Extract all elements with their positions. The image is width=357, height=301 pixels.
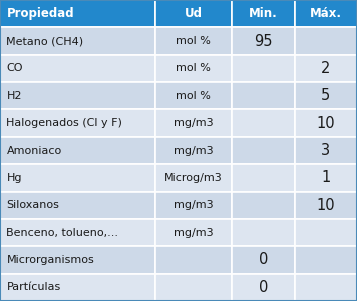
Bar: [232, 246, 295, 274]
Text: 0: 0: [258, 280, 268, 295]
Text: 3: 3: [321, 143, 330, 158]
Bar: [0, 219, 155, 246]
Text: Partículas: Partículas: [6, 282, 61, 292]
Bar: [232, 191, 295, 219]
Text: mol %: mol %: [176, 36, 211, 46]
Bar: [295, 137, 357, 164]
Bar: [155, 191, 232, 219]
Bar: [155, 274, 232, 301]
Bar: [0, 0, 155, 27]
Bar: [295, 246, 357, 274]
Text: mol %: mol %: [176, 91, 211, 101]
Bar: [155, 246, 232, 274]
Text: 1: 1: [321, 170, 330, 185]
Bar: [295, 219, 357, 246]
Text: Propiedad: Propiedad: [6, 7, 74, 20]
Bar: [232, 164, 295, 191]
Text: mg/m3: mg/m3: [174, 145, 213, 156]
Bar: [155, 110, 232, 137]
Text: Máx.: Máx.: [310, 7, 342, 20]
Bar: [295, 274, 357, 301]
Text: Ud: Ud: [185, 7, 203, 20]
Text: 5: 5: [321, 88, 330, 103]
Bar: [155, 219, 232, 246]
Bar: [232, 27, 295, 55]
Bar: [232, 219, 295, 246]
Bar: [295, 55, 357, 82]
Bar: [295, 27, 357, 55]
Text: Min.: Min.: [249, 7, 278, 20]
Bar: [155, 0, 232, 27]
Bar: [232, 110, 295, 137]
Text: Halogenados (Cl y F): Halogenados (Cl y F): [6, 118, 122, 128]
Bar: [232, 274, 295, 301]
Bar: [155, 27, 232, 55]
Bar: [0, 110, 155, 137]
Text: 10: 10: [316, 198, 335, 213]
Bar: [295, 164, 357, 191]
Text: mol %: mol %: [176, 64, 211, 73]
Bar: [155, 82, 232, 110]
Bar: [0, 137, 155, 164]
Bar: [0, 246, 155, 274]
Text: CO: CO: [6, 64, 23, 73]
Text: Microrganismos: Microrganismos: [6, 255, 94, 265]
Text: Benceno, tolueno,...: Benceno, tolueno,...: [6, 228, 119, 237]
Text: Metano (CH4): Metano (CH4): [6, 36, 84, 46]
Bar: [0, 191, 155, 219]
Bar: [0, 164, 155, 191]
Bar: [0, 27, 155, 55]
Bar: [0, 55, 155, 82]
Bar: [295, 191, 357, 219]
Text: Siloxanos: Siloxanos: [6, 200, 59, 210]
Bar: [295, 0, 357, 27]
Bar: [155, 55, 232, 82]
Bar: [232, 137, 295, 164]
Text: 2: 2: [321, 61, 331, 76]
Bar: [155, 164, 232, 191]
Bar: [0, 274, 155, 301]
Bar: [0, 82, 155, 110]
Bar: [232, 55, 295, 82]
Text: 0: 0: [258, 253, 268, 268]
Text: mg/m3: mg/m3: [174, 200, 213, 210]
Bar: [232, 82, 295, 110]
Text: 10: 10: [316, 116, 335, 131]
Text: Hg: Hg: [6, 173, 22, 183]
Bar: [155, 137, 232, 164]
Bar: [232, 0, 295, 27]
Text: Microg/m3: Microg/m3: [164, 173, 223, 183]
Text: mg/m3: mg/m3: [174, 228, 213, 237]
Text: H2: H2: [6, 91, 22, 101]
Text: mg/m3: mg/m3: [174, 118, 213, 128]
Bar: [295, 82, 357, 110]
Text: 95: 95: [254, 33, 272, 48]
Text: Amoniaco: Amoniaco: [6, 145, 62, 156]
Bar: [295, 110, 357, 137]
